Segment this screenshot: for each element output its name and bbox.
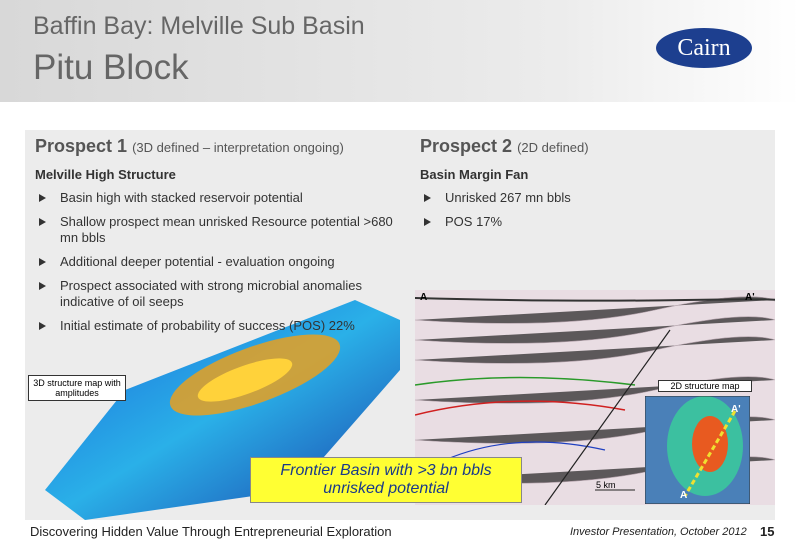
prospect-title: Prospect 2 (2D defined) — [420, 136, 760, 157]
bullet: Initial estimate of probability of succe… — [35, 318, 400, 334]
scale-label: 5 km — [596, 480, 616, 490]
bullet: Basin high with stacked reservoir potent… — [35, 190, 400, 206]
page-number: 15 — [760, 524, 775, 539]
callout: Frontier Basin with >3 bn bbls unrisked … — [250, 457, 522, 503]
inset-label: A' — [731, 404, 741, 415]
bullet: Shallow prospect mean unrisked Resource … — [35, 214, 400, 246]
title: Baffin Bay: Melville Sub Basin — [33, 12, 365, 40]
prospect-name: Prospect 1 — [35, 136, 128, 156]
bullet: Unrisked 267 mn bbls — [420, 190, 760, 206]
footer-tagline: Discovering Hidden Value Through Entrepr… — [30, 524, 392, 539]
inset-map — [645, 396, 750, 504]
prospect-title: Prospect 1 (3D defined – interpretation … — [35, 136, 400, 157]
logo: Cairn — [656, 28, 752, 68]
bullet: Prospect associated with strong microbia… — [35, 278, 400, 310]
seismic-label: A — [420, 292, 428, 303]
bullet: POS 17% — [420, 214, 760, 230]
map-label: 3D structure map with amplitudes — [28, 375, 126, 401]
prospect-name: Prospect 2 — [420, 136, 513, 156]
bullet-list: Unrisked 267 mn bbls POS 17% — [420, 190, 760, 230]
prospect-heading: Melville High Structure — [35, 167, 176, 182]
prospect-heading: Basin Margin Fan — [420, 167, 529, 182]
prospect-1: Prospect 1 (3D defined – interpretation … — [35, 136, 400, 342]
prospect-status: (3D defined – interpretation ongoing) — [132, 140, 344, 155]
prospect-status: (2D defined) — [517, 140, 589, 155]
inset-label: A — [680, 490, 688, 501]
prospect-2: Prospect 2 (2D defined) Basin Margin Fan U… — [420, 136, 760, 238]
seismic-label: A' — [745, 292, 755, 303]
inset-title: 2D structure map — [658, 380, 752, 392]
footer-event: Investor Presentation, October 2012 — [570, 526, 747, 538]
bullet-list: Basin high with stacked reservoir potent… — [35, 190, 400, 334]
subtitle: Pitu Block — [33, 48, 189, 87]
bullet: Additional deeper potential - evaluation… — [35, 254, 400, 270]
